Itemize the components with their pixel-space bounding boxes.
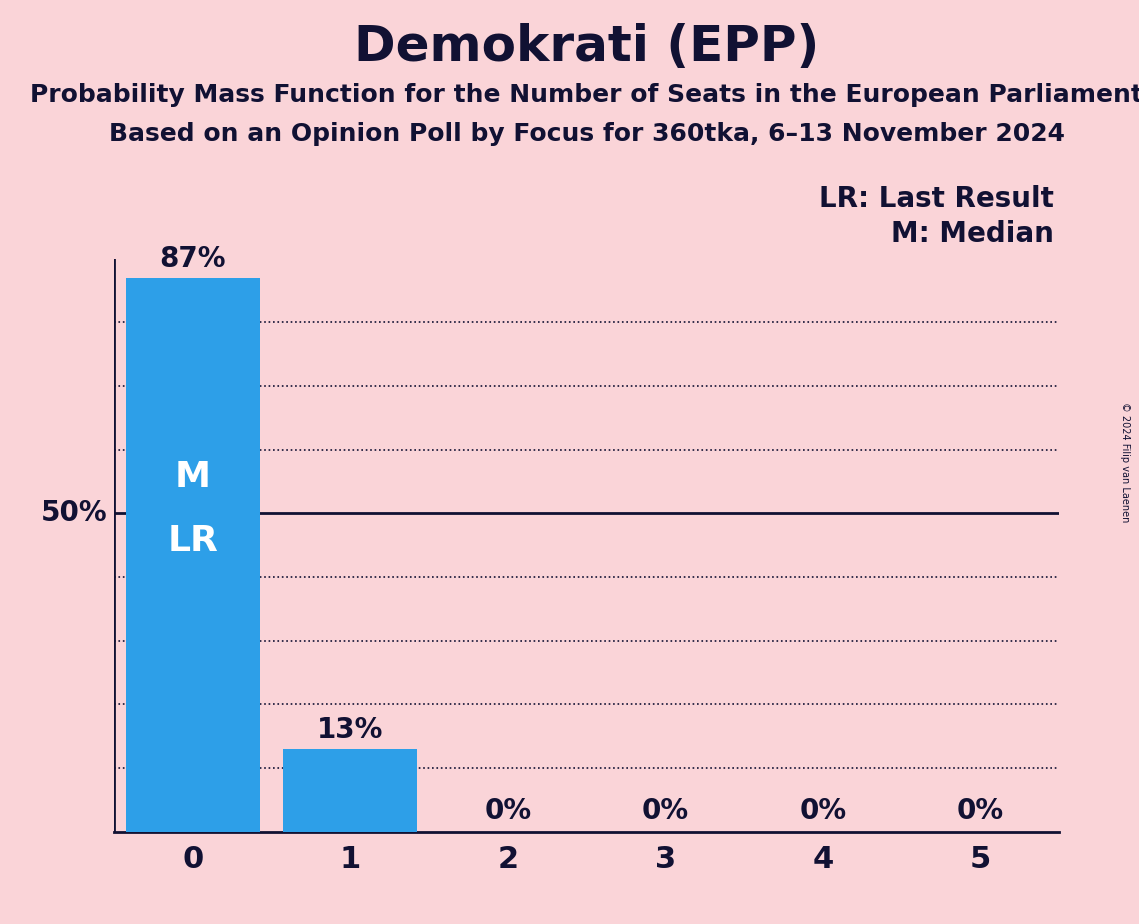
Text: LR: LR xyxy=(167,524,218,558)
Text: M: Median: M: Median xyxy=(891,220,1054,248)
Text: © 2024 Filip van Laenen: © 2024 Filip van Laenen xyxy=(1121,402,1130,522)
Text: 50%: 50% xyxy=(41,499,107,528)
Text: 13%: 13% xyxy=(317,716,384,744)
Text: Probability Mass Function for the Number of Seats in the European Parliament: Probability Mass Function for the Number… xyxy=(30,83,1139,107)
Text: 0%: 0% xyxy=(957,797,1005,825)
Text: 0%: 0% xyxy=(641,797,689,825)
Bar xyxy=(125,278,260,832)
Bar xyxy=(284,748,417,832)
Text: 87%: 87% xyxy=(159,245,226,273)
Text: Demokrati (EPP): Demokrati (EPP) xyxy=(354,23,819,71)
Text: M: M xyxy=(174,460,211,494)
Text: 0%: 0% xyxy=(484,797,532,825)
Text: 0%: 0% xyxy=(800,797,846,825)
Text: LR: Last Result: LR: Last Result xyxy=(819,185,1054,213)
Text: Based on an Opinion Poll by Focus for 360tka, 6–13 November 2024: Based on an Opinion Poll by Focus for 36… xyxy=(108,122,1065,146)
